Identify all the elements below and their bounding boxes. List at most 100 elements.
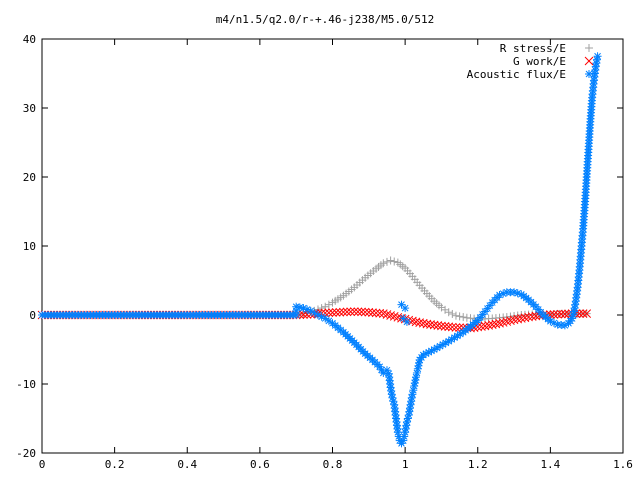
x-tick-label: 1.4 — [540, 458, 560, 471]
data-point — [459, 313, 468, 322]
data-point — [455, 312, 464, 321]
data-point — [393, 312, 403, 322]
data-point — [495, 290, 504, 299]
data-point — [578, 309, 588, 318]
data-point — [527, 312, 537, 321]
data-point — [360, 307, 370, 317]
data-point — [346, 307, 356, 317]
data-point — [364, 307, 374, 317]
data-point — [448, 309, 457, 318]
data-point — [433, 321, 443, 330]
y-tick-label: -10 — [16, 378, 36, 391]
y-tick-label: 30 — [23, 102, 36, 115]
data-point — [495, 318, 504, 328]
data-point — [491, 319, 501, 329]
data-point — [426, 320, 435, 329]
x-tick-label: 0.6 — [250, 458, 270, 471]
data-point — [378, 309, 388, 318]
data-point — [437, 321, 446, 331]
y-tick-label: 0 — [29, 309, 36, 322]
data-point — [389, 312, 399, 321]
x-tick-label: 1 — [402, 458, 409, 471]
data-point — [560, 309, 570, 319]
data-point — [513, 314, 523, 324]
data-point — [339, 307, 348, 317]
legend-marker — [584, 56, 594, 66]
y-tick-label: -20 — [16, 447, 36, 460]
data-point — [535, 311, 544, 320]
data-point — [484, 320, 493, 330]
data-point — [299, 310, 308, 320]
data-point — [349, 307, 359, 316]
data-point — [415, 318, 425, 327]
x-tick-label: 0.2 — [105, 458, 125, 471]
data-point — [342, 307, 352, 317]
data-point — [382, 310, 392, 319]
data-point — [357, 307, 366, 317]
legend-label: R stress/E — [500, 42, 566, 55]
data-point — [386, 256, 395, 265]
data-point — [422, 319, 432, 329]
data-point — [480, 321, 490, 331]
x-tick-label: 0.4 — [177, 458, 197, 471]
x-tick-label: 0.8 — [323, 458, 343, 471]
legend-marker — [585, 44, 593, 52]
data-point — [368, 308, 377, 317]
x-tick-label: 0 — [39, 458, 46, 471]
data-point — [353, 307, 363, 317]
legend-label: Acoustic flux/E — [467, 68, 566, 81]
data-point — [375, 308, 385, 318]
data-point — [556, 309, 566, 319]
data-point — [553, 309, 562, 319]
data-point — [402, 317, 411, 326]
data-point — [451, 323, 461, 332]
data-point — [371, 308, 381, 318]
data-point — [399, 436, 408, 445]
data-point — [451, 311, 460, 320]
data-point — [382, 257, 391, 266]
data-point — [516, 314, 526, 323]
data-point — [593, 52, 602, 61]
data-point — [324, 300, 333, 309]
data-point — [418, 318, 428, 328]
data-point — [520, 313, 530, 323]
data-point — [386, 311, 395, 320]
x-tick-label: 1.2 — [468, 458, 488, 471]
data-point — [331, 308, 341, 317]
y-tick-label: 40 — [23, 33, 36, 46]
data-point — [509, 315, 519, 325]
data-point — [324, 308, 334, 318]
data-point — [498, 318, 508, 327]
data-point — [411, 317, 421, 327]
data-point — [444, 308, 453, 317]
data-point — [408, 316, 417, 326]
data-point — [444, 322, 454, 332]
chart-title: m4/n1.5/q2.0/r-+.46-j238/M5.0/512 — [216, 13, 435, 26]
data-point — [440, 322, 450, 331]
data-point — [390, 257, 399, 266]
data-point — [477, 322, 486, 331]
data-point — [328, 308, 337, 317]
data-point — [379, 259, 388, 268]
data-point — [335, 307, 345, 317]
y-tick-label: 10 — [23, 240, 36, 253]
x-tick-label: 1.6 — [613, 458, 633, 471]
ticks: 0 0.2 0.4 0.6 0.8 1 1.2 1.4 1.6 -20 -10 0 10 20 30 40 — [16, 33, 633, 471]
legend-label: G work/E — [513, 55, 566, 68]
data-point — [487, 320, 497, 330]
data-point — [317, 304, 326, 313]
data-point — [447, 322, 457, 332]
data-point — [401, 304, 410, 313]
data-point — [429, 320, 439, 330]
marks — [37, 52, 602, 448]
legend-marker — [585, 70, 593, 78]
data-point — [506, 316, 515, 326]
data-point — [524, 312, 533, 322]
plot-frame — [41, 38, 624, 454]
y-tick-label: 20 — [23, 171, 36, 184]
data-point — [582, 309, 592, 318]
data-point — [502, 317, 512, 326]
series-2 — [38, 52, 602, 448]
